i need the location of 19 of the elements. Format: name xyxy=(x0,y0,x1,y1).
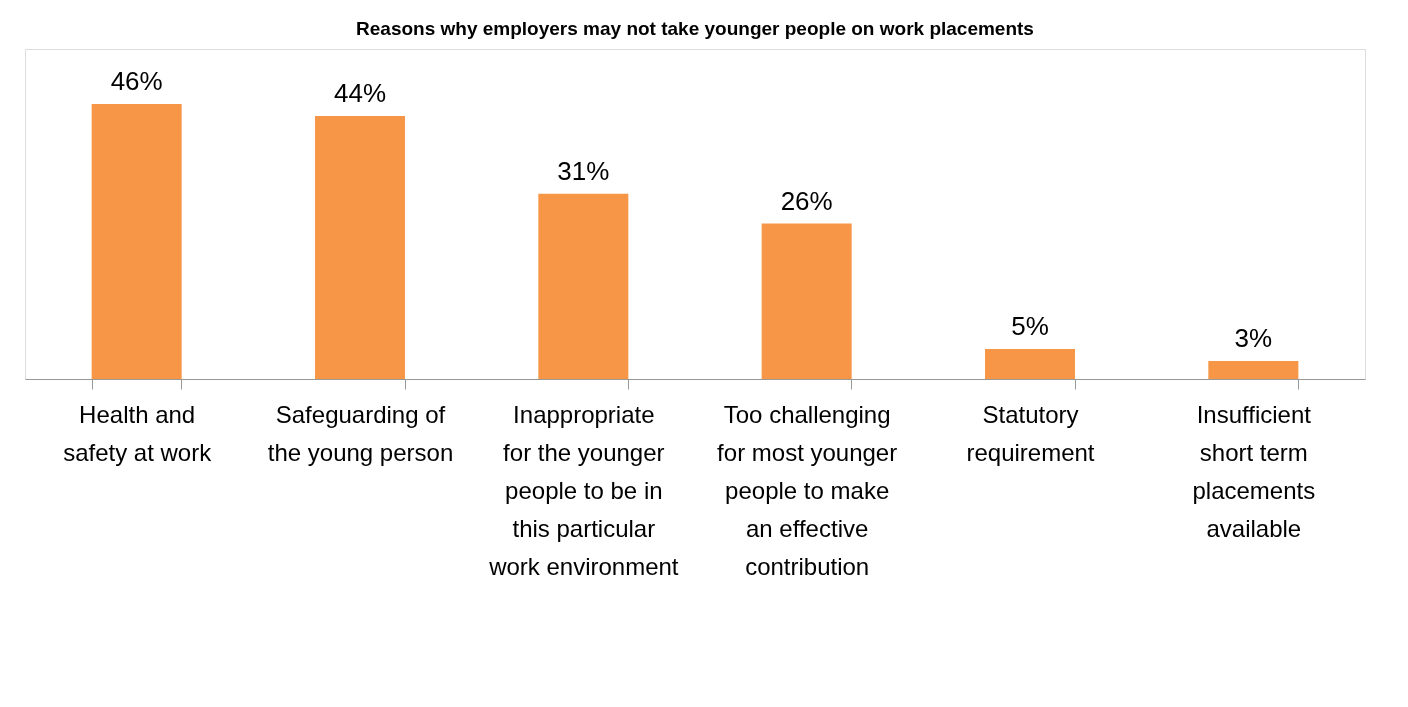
bar xyxy=(1208,361,1299,379)
data-label: 46% xyxy=(110,66,163,96)
bar xyxy=(538,193,629,379)
data-label: 26% xyxy=(780,185,833,216)
data-label: 31% xyxy=(557,155,610,186)
x-tick-label: Safeguarding of the young person xyxy=(267,400,454,466)
bar xyxy=(985,349,1075,379)
bar xyxy=(761,223,852,379)
data-label: 5% xyxy=(1011,311,1049,342)
x-tick-label: Health and safety at work xyxy=(63,400,213,466)
x-tick-label: Inappropriate for the younger people to be in this particular work environment xyxy=(488,400,679,580)
bar xyxy=(315,115,405,379)
bar xyxy=(91,104,182,379)
chart-title: Reasons why employers may not take younger people on work placements xyxy=(356,18,1034,39)
x-tick-label: Insufficient short term placements available xyxy=(1192,400,1316,542)
x-tick-label: Statutory requirement xyxy=(966,400,1095,466)
x-tick-label: Too challenging for most younger people to make an effective contribution xyxy=(717,400,898,580)
data-label: 44% xyxy=(333,77,387,108)
data-label: 3% xyxy=(1234,323,1273,354)
